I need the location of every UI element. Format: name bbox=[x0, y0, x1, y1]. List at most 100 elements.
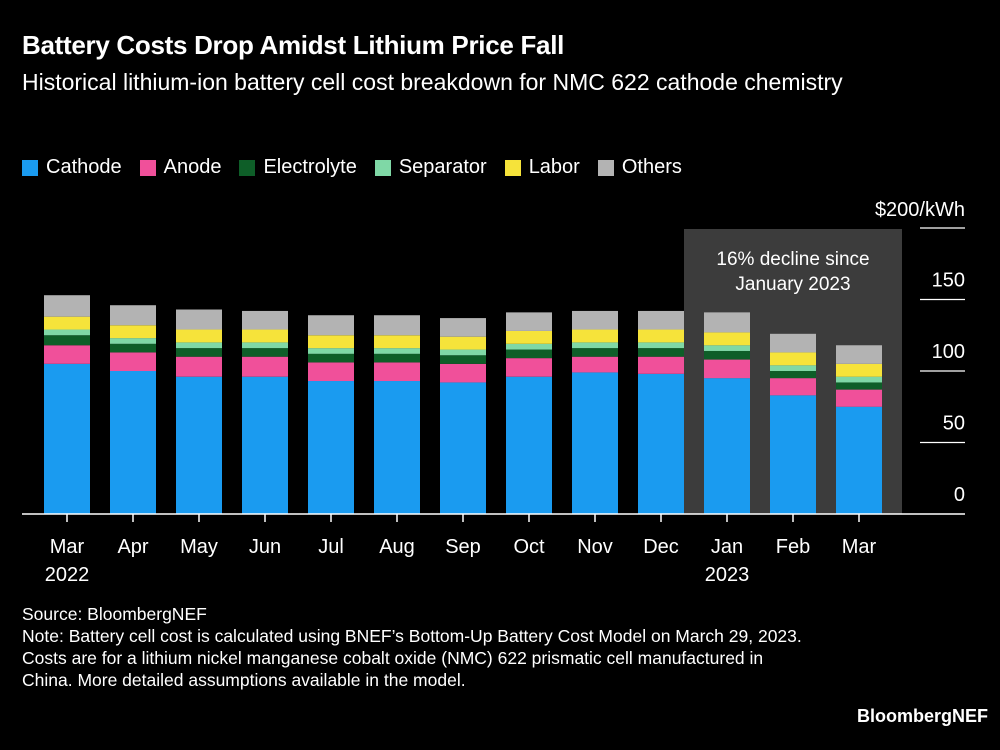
highlight-label-line1: 16% decline since bbox=[716, 249, 869, 270]
legend-swatch bbox=[504, 159, 521, 176]
bar-segment-labor bbox=[242, 329, 288, 343]
legend-label: Anode bbox=[163, 156, 222, 178]
bar-segment-electrolyte bbox=[770, 371, 816, 379]
bar-segment-labor bbox=[506, 330, 552, 344]
bar-segment-electrolyte bbox=[44, 335, 90, 346]
bar-segment-electrolyte bbox=[506, 349, 552, 359]
bar-segment-others bbox=[506, 312, 552, 331]
x-tick-sublabel: 2023 bbox=[705, 564, 750, 586]
bar-segment-cathode bbox=[770, 395, 816, 514]
bar-segment-others bbox=[110, 305, 156, 326]
bar-segment-separator bbox=[44, 329, 90, 336]
bar-segment-others bbox=[770, 333, 816, 353]
bar-segment-electrolyte bbox=[836, 382, 882, 390]
highlight-label-line2: January 2023 bbox=[735, 274, 850, 295]
x-tick-label: Nov bbox=[577, 536, 613, 558]
bar-segment-anode bbox=[110, 352, 156, 371]
bar-segment-others bbox=[704, 312, 750, 333]
bar-segment-cathode bbox=[44, 363, 90, 514]
source-label: Source: BloombergNEF bbox=[22, 604, 207, 624]
bar-segment-others bbox=[836, 345, 882, 364]
bar-segment-labor bbox=[770, 352, 816, 366]
bar-segment-cathode bbox=[704, 378, 750, 514]
legend-item-labor: Labor bbox=[504, 156, 580, 179]
bar-segment-labor bbox=[44, 316, 90, 330]
legend-swatch bbox=[374, 159, 391, 176]
bar-segment-separator bbox=[110, 338, 156, 344]
bar-segment-labor bbox=[572, 329, 618, 343]
bar-segment-labor bbox=[836, 363, 882, 377]
x-tick-label: Jun bbox=[249, 536, 281, 558]
bar-segment-anode bbox=[572, 356, 618, 373]
bar-segment-cathode bbox=[308, 381, 354, 514]
bar-segment-electrolyte bbox=[638, 348, 684, 357]
legend-label: Others bbox=[621, 156, 682, 178]
bar-segment-labor bbox=[110, 325, 156, 339]
bar-segment-separator bbox=[242, 342, 288, 349]
note-text: Note: Battery cell cost is calculated us… bbox=[22, 626, 802, 690]
bar-segment-electrolyte bbox=[176, 348, 222, 357]
bar-segment-anode bbox=[44, 345, 90, 364]
bar-segment-electrolyte bbox=[572, 348, 618, 357]
y-tick-label: $200/kWh bbox=[875, 199, 965, 221]
bar-segment-separator bbox=[374, 348, 420, 354]
bar-segment-electrolyte bbox=[242, 348, 288, 357]
bar-segment-separator bbox=[638, 342, 684, 349]
legend-item-anode: Anode bbox=[139, 156, 222, 179]
bar-segment-labor bbox=[308, 335, 354, 349]
legend-item-cathode: Cathode bbox=[22, 156, 122, 179]
legend-label: Labor bbox=[528, 156, 580, 178]
x-tick-label: Jan bbox=[711, 536, 743, 558]
bar-segment-labor bbox=[374, 335, 420, 349]
legend-swatch bbox=[139, 159, 156, 176]
bar-segment-cathode bbox=[374, 381, 420, 514]
bar-segment-labor bbox=[704, 332, 750, 346]
x-tick-label: Feb bbox=[776, 536, 810, 558]
bar-segment-anode bbox=[176, 356, 222, 377]
legend-item-separator: Separator bbox=[374, 156, 487, 179]
x-tick-label: Dec bbox=[643, 536, 679, 558]
legend-swatch bbox=[597, 159, 614, 176]
bar-segment-labor bbox=[176, 329, 222, 343]
brand-logo: BloombergNEF bbox=[856, 706, 988, 726]
bar-segment-cathode bbox=[638, 373, 684, 514]
bar-segment-others bbox=[176, 309, 222, 330]
bar-segment-separator bbox=[308, 348, 354, 354]
bar-segment-electrolyte bbox=[440, 355, 486, 364]
legend-item-electrolyte: Electrolyte bbox=[239, 156, 357, 179]
bar-segment-cathode bbox=[836, 406, 882, 514]
x-tick-label: Jul bbox=[318, 536, 344, 558]
bar-segment-separator bbox=[506, 343, 552, 350]
legend-swatch bbox=[239, 159, 256, 176]
bar-segment-anode bbox=[242, 356, 288, 377]
y-tick-label: 50 bbox=[943, 413, 965, 435]
bar-segment-others bbox=[638, 310, 684, 330]
legend-swatch bbox=[22, 159, 38, 176]
bar-segment-others bbox=[374, 315, 420, 336]
bar-segment-separator bbox=[704, 345, 750, 351]
legend-label: Electrolyte bbox=[263, 156, 357, 178]
bar-segment-anode bbox=[836, 389, 882, 407]
legend: Cathode Anode Electrolyte Separator Labor Oth… bbox=[22, 156, 682, 179]
bar-segment-anode bbox=[506, 358, 552, 377]
bar-segment-others bbox=[440, 318, 486, 337]
chart-title: Battery Costs Drop Amidst Lithium Price … bbox=[22, 30, 565, 60]
legend-item-others: Others bbox=[597, 156, 682, 179]
bar-segment-electrolyte bbox=[704, 350, 750, 360]
bar-segment-cathode bbox=[176, 376, 222, 514]
bar-segment-electrolyte bbox=[110, 343, 156, 353]
bar-segment-anode bbox=[770, 378, 816, 396]
y-tick-label: 150 bbox=[932, 270, 965, 292]
bar-segment-separator bbox=[836, 376, 882, 383]
bar-segment-others bbox=[308, 315, 354, 336]
bar-segment-others bbox=[44, 295, 90, 317]
x-tick-label: May bbox=[180, 536, 218, 558]
bar-segment-cathode bbox=[242, 376, 288, 514]
bar-segment-electrolyte bbox=[308, 353, 354, 363]
legend-label: Separator bbox=[398, 156, 487, 178]
bar-segment-separator bbox=[440, 349, 486, 356]
bar-segment-separator bbox=[176, 342, 222, 349]
bar-segment-labor bbox=[638, 329, 684, 343]
bar-segment-others bbox=[572, 310, 618, 330]
